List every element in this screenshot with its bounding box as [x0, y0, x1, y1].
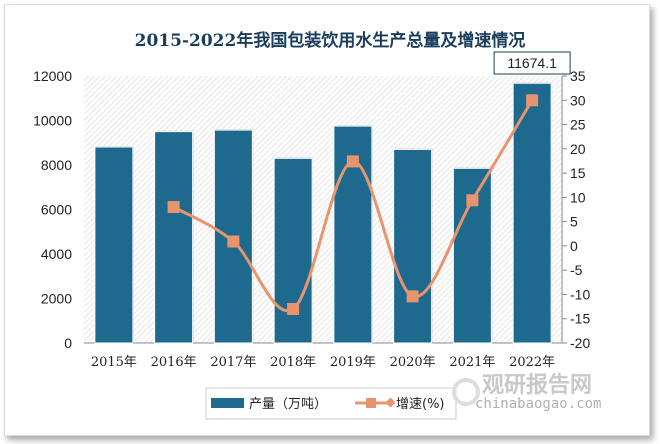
y-right-tick-label: 30	[570, 92, 586, 108]
y-left-tick-label: 8000	[41, 157, 72, 173]
watermark-url: chinabaogao.com	[475, 396, 601, 412]
x-tick-label: 2021年	[449, 355, 495, 370]
y-right-tick-label: -20	[570, 335, 590, 351]
bar	[154, 131, 194, 344]
y-right-tick-label: -15	[570, 311, 590, 327]
x-tick-label: 2019年	[330, 355, 376, 370]
bar	[512, 82, 552, 344]
chart-title: 2015-2022年我国包装饮用水生产总量及增速情况	[135, 30, 526, 51]
line-marker	[346, 155, 359, 168]
line-marker	[227, 235, 240, 248]
x-tick-label: 2022年	[509, 355, 555, 370]
y-left-tick-label: 10000	[33, 113, 72, 129]
bar	[213, 129, 253, 344]
x-tick-label: 2016年	[151, 355, 197, 370]
watermark: 观研报告网 chinabaogao.com	[452, 373, 601, 412]
bar	[273, 157, 313, 344]
annotation-label: 11674.1	[507, 55, 557, 71]
annotation-box	[493, 51, 571, 75]
y-right-tick-label: 25	[570, 117, 586, 133]
y-right-tick-label: 15	[570, 165, 586, 181]
y-right-tick-label: 10	[570, 189, 586, 205]
y-left-tick-label: 4000	[41, 246, 72, 262]
y-right-tick-label: -5	[570, 262, 583, 278]
x-tick-label: 2015年	[91, 355, 137, 370]
y-right-tick-label: 35	[570, 68, 586, 84]
watermark-name: 观研报告网	[482, 373, 592, 398]
legend-bar-swatch	[211, 398, 244, 408]
line-marker	[406, 290, 419, 303]
bar	[94, 146, 134, 344]
line-marker	[466, 194, 479, 207]
x-tick-label: 2018年	[270, 355, 316, 370]
y-right-tick-label: 5	[570, 214, 578, 230]
y-left-tick-label: 2000	[41, 291, 72, 307]
line-marker	[287, 303, 300, 316]
y-right-tick-label: 0	[570, 238, 578, 254]
legend-bar-label: 产量（万吨）	[249, 397, 327, 412]
y-right-tick-label: -10	[570, 286, 590, 302]
legend: 产量（万吨） 增速(%)	[205, 387, 457, 420]
x-tick-label: 2017年	[210, 355, 256, 370]
y-left-tick-label: 12000	[33, 68, 72, 84]
bar	[393, 148, 433, 344]
x-tick-label: 2020年	[390, 355, 436, 370]
legend-line-label: 增速(%)	[396, 397, 445, 412]
y-left-tick-label: 6000	[41, 202, 72, 218]
y-left-tick-label: 0	[64, 335, 72, 351]
line-marker	[167, 201, 180, 214]
y-right-tick-label: 20	[570, 141, 586, 157]
line-marker	[526, 94, 539, 107]
